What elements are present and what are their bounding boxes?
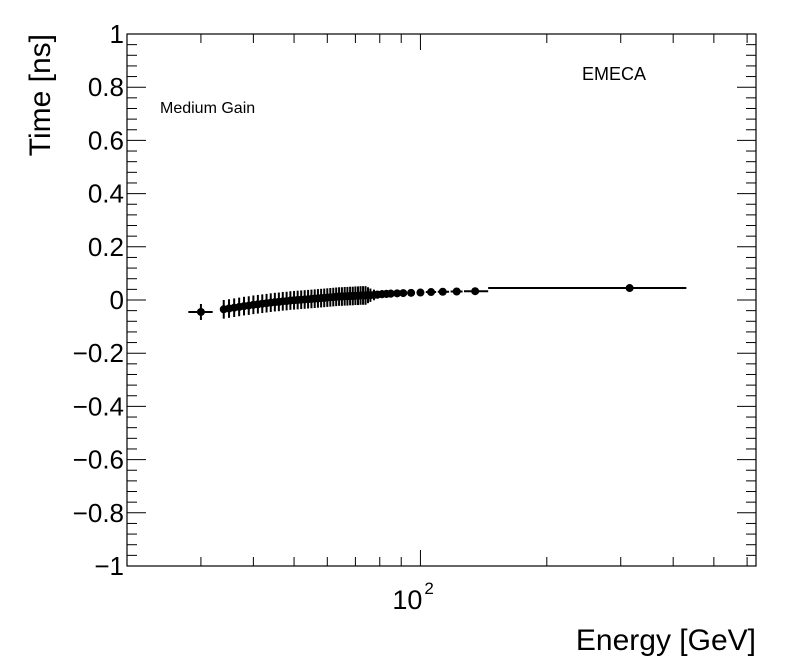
y-tick-label: 0.6 [88,125,124,155]
region-annotation: EMECA [582,64,646,84]
y-tick-label: −1 [94,551,124,581]
gain-annotation: Medium Gain [160,100,255,117]
y-axis-label: Time [ns] [24,34,57,156]
y-tick-label: 1 [110,19,124,49]
data-point [438,287,447,296]
data-point [625,284,634,293]
data-point [399,289,408,298]
axis-ticks [126,33,756,567]
data-points [188,284,687,320]
x-tick-label-base: 10 [392,585,422,615]
data-point [416,288,425,297]
y-tick-label: 0 [110,285,124,315]
y-tick-label: −0.8 [73,498,124,528]
data-point [471,287,480,296]
x-axis-label: Energy [GeV] [576,624,756,657]
y-tick-label: −0.2 [73,338,124,368]
y-tick-label: −0.4 [73,391,124,421]
data-point [196,307,205,316]
data-point [386,289,395,298]
data-point [452,287,461,296]
data-point [393,289,402,298]
y-tick-label: 0.4 [88,179,124,209]
data-point [427,288,436,297]
data-point [407,288,416,297]
plot-frame [126,33,757,567]
tick-labels: −1 −0.8 −0.6 −0.4 −0.2 0 0.2 0.4 0.6 0.8 1 10 2 [73,19,434,615]
x-tick-label-exponent: 2 [424,579,433,598]
y-tick-label: −0.6 [73,445,124,475]
y-tick-label: 0.2 [88,232,124,262]
y-tick-label: 0.8 [88,72,124,102]
